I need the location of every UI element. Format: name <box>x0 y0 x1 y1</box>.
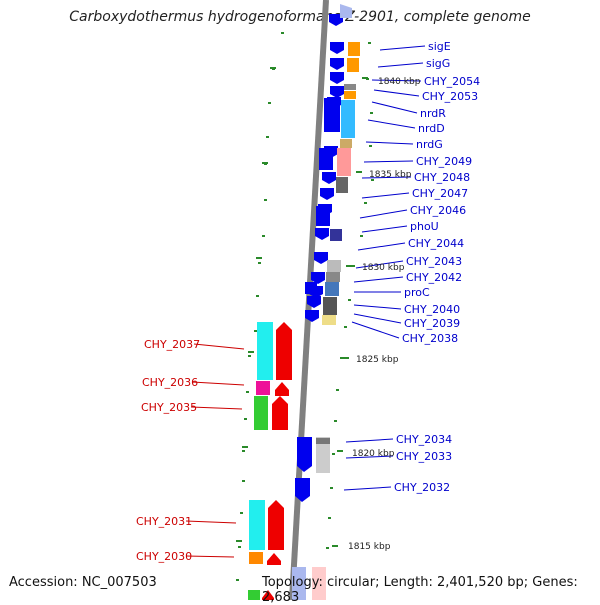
reverse-gene-box <box>249 552 263 564</box>
forward-gene-box <box>336 177 348 193</box>
forward-gene-box <box>341 100 355 138</box>
forward-gene-arrow <box>330 72 344 84</box>
forward-gene-arrow <box>315 228 329 240</box>
forward-gene-label: CHY_2034 <box>396 433 452 446</box>
reverse-gene-label: CHY_2030 <box>136 550 192 563</box>
forward-gene-box <box>327 260 341 272</box>
reverse-gene-box <box>254 396 268 430</box>
reverse-gene-arrow <box>272 396 288 430</box>
forward-gene-label: CHY_2043 <box>406 255 462 268</box>
forward-gene-label: nrdG <box>416 138 443 151</box>
reverse-gene-label: CHY_2037 <box>144 338 200 351</box>
forward-gene-box <box>347 58 359 72</box>
reverse-gene-arrow <box>276 322 292 380</box>
forward-gene-label: nrdD <box>418 122 445 135</box>
scale-label: 1840 kbp <box>378 77 421 87</box>
forward-gene-box <box>344 91 356 99</box>
forward-gene-label: CHY_2033 <box>396 450 452 463</box>
scale-label: 1825 kbp <box>356 355 399 365</box>
reverse-gene-box <box>257 322 273 380</box>
forward-gene-label: CHY_2042 <box>406 271 462 284</box>
scale-labels: 1840 kbp 1835 kbp 1830 kbp 1825 kbp 1820 kbp… <box>348 77 421 552</box>
forward-gene-box <box>323 297 337 315</box>
forward-gene-label: sigG <box>426 57 450 70</box>
reverse-gene-arrow <box>262 590 274 600</box>
scale-label: 1820 kbp <box>352 449 395 459</box>
forward-gene-label: proC <box>404 286 430 299</box>
forward-gene-arrow <box>307 296 321 308</box>
forward-gene-label: CHY_2038 <box>402 332 458 345</box>
reverse-gene-arrow <box>267 553 281 565</box>
forward-gene-box <box>316 438 330 444</box>
forward-gene-arrow <box>305 310 319 322</box>
forward-gene-arrow <box>322 172 336 184</box>
forward-gene-arrow <box>314 252 328 264</box>
label-leaders <box>185 45 426 558</box>
forward-gene-box <box>316 437 330 473</box>
forward-gene-label: CHY_2049 <box>416 155 472 168</box>
reverse-gene-label: CHY_2035 <box>141 401 197 414</box>
forward-gene-label: CHY_2040 <box>404 303 460 316</box>
forward-gene-box <box>344 84 356 90</box>
forward-gene-arrow <box>320 188 334 200</box>
forward-gene-arrow <box>330 42 344 54</box>
forward-gene-label: CHY_2044 <box>408 237 464 250</box>
gene-features <box>248 4 360 600</box>
accession-label: Accession: NC_007503 <box>9 575 157 590</box>
forward-gene-label: CHY_2039 <box>404 317 460 330</box>
forward-gene-box <box>340 139 352 148</box>
forward-gene-label: CHY_2048 <box>414 171 470 184</box>
forward-gene-box <box>330 229 342 241</box>
reverse-gene-arrow <box>275 382 289 396</box>
forward-gene-box <box>348 42 360 56</box>
reverse-gene-box <box>249 500 265 550</box>
forward-gene-box <box>322 315 336 325</box>
forward-gene-arrow <box>311 272 325 284</box>
forward-gene-box <box>326 272 340 282</box>
scale-label: 1815 kbp <box>348 542 391 552</box>
forward-gene-box <box>325 282 339 296</box>
forward-gene-label: sigE <box>428 40 451 53</box>
forward-gene-label: nrdR <box>420 107 446 120</box>
forward-gene-label: phoU <box>410 220 439 233</box>
gene-labels: sigE sigG CHY_2054 CHY_2053 nrdR nrdD nrdG CHY_… <box>136 40 480 563</box>
reverse-gene-label: CHY_2036 <box>142 376 198 389</box>
forward-gene-box <box>337 148 351 176</box>
forward-gene-label: CHY_2054 <box>424 75 480 88</box>
map-title: Carboxydothermus hydrogenoformans Z-2901… <box>69 9 531 25</box>
topology-label: Topology: circular; Length: 2,401,520 bp… <box>262 575 578 605</box>
forward-gene-arrow <box>330 58 344 70</box>
forward-gene-label: CHY_2046 <box>410 204 466 217</box>
scale-label: 1835 kbp <box>369 170 412 180</box>
forward-gene-label: CHY_2032 <box>394 481 450 494</box>
forward-gene-arrow <box>329 14 343 26</box>
forward-gene-arrow <box>330 86 344 98</box>
forward-gene-label: CHY_2053 <box>422 90 478 103</box>
forward-gene-label: CHY_2047 <box>412 187 468 200</box>
reverse-gene-box <box>256 381 270 395</box>
reverse-gene-label: CHY_2031 <box>136 515 192 528</box>
scale-label: 1830 kbp <box>362 263 405 273</box>
reverse-gene-box <box>248 590 260 600</box>
reverse-gene-arrow <box>268 500 284 550</box>
